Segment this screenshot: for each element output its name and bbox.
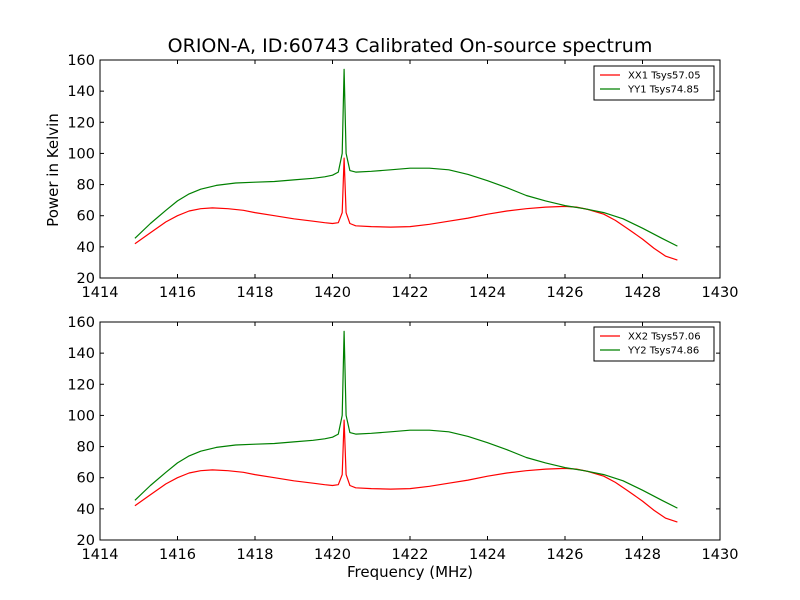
y-tick-label: 100 bbox=[67, 408, 95, 424]
x-tick-label: 1416 bbox=[159, 285, 196, 301]
x-axis-label: Frequency (MHz) bbox=[347, 563, 473, 581]
x-tick-label: 1416 bbox=[159, 547, 196, 563]
y-axis-label: Power in Kelvin bbox=[44, 113, 62, 227]
subplot-1: 1414 1416 1418 1420 1422 1424 1426 1428 1430 20 40… bbox=[67, 53, 738, 301]
legend-label: YY1 Tsys74.85 bbox=[627, 85, 699, 96]
x-tick-label: 1428 bbox=[624, 547, 661, 563]
legend-box bbox=[593, 65, 715, 101]
x-tick-label: 1420 bbox=[314, 285, 351, 301]
y-tick-label: 20 bbox=[77, 533, 95, 549]
x-tick-label: 1420 bbox=[314, 547, 351, 563]
y-tick-label: 40 bbox=[77, 502, 95, 518]
subplots: 1414 1416 1418 1420 1422 1424 1426 1428 1430 20 40… bbox=[67, 53, 738, 563]
x-tick-label: 1426 bbox=[547, 547, 584, 563]
x-tick-label: 1418 bbox=[237, 547, 274, 563]
y-tick-label: 140 bbox=[67, 84, 95, 100]
y-tick-label: 80 bbox=[77, 178, 95, 194]
y-tick-label: 120 bbox=[67, 377, 95, 393]
series-line-yy1 bbox=[134, 68, 678, 247]
y-tick-label: 160 bbox=[67, 53, 95, 69]
y-tick-label: 60 bbox=[77, 471, 95, 487]
y-tick-label: 120 bbox=[67, 115, 95, 131]
chart-title: ORION-A, ID:60743 Calibrated On-source s… bbox=[168, 35, 653, 57]
x-tick-label: 1418 bbox=[237, 285, 274, 301]
legend-label: YY2 Tsys74.86 bbox=[627, 346, 699, 357]
y-tick-label: 140 bbox=[67, 346, 95, 362]
x-tick-label: 1422 bbox=[392, 547, 429, 563]
y-tick-label: 100 bbox=[67, 146, 95, 162]
y-tick-label: 40 bbox=[77, 240, 95, 256]
x-tick-label: 1422 bbox=[392, 285, 429, 301]
x-tick-label: 1426 bbox=[547, 285, 584, 301]
x-tick-label: 1430 bbox=[702, 285, 739, 301]
x-tick-label: 1414 bbox=[82, 547, 119, 563]
y-tick-label: 80 bbox=[77, 440, 95, 456]
x-tick-label: 1424 bbox=[469, 547, 506, 563]
legend-label: XX1 Tsys57.05 bbox=[628, 71, 701, 82]
legend: XX1 Tsys57.05 YY1 Tsys74.85 bbox=[593, 65, 715, 101]
x-tick-label: 1424 bbox=[469, 285, 506, 301]
subplot-2: 1414 1416 1418 1420 1422 1424 1426 1428 1430 20 40… bbox=[67, 315, 738, 563]
legend-label: XX2 Tsys57.06 bbox=[628, 332, 701, 343]
x-tick-label: 1430 bbox=[702, 547, 739, 563]
legend: XX2 Tsys57.06 YY2 Tsys74.86 bbox=[593, 326, 715, 362]
legend-box bbox=[593, 326, 715, 362]
x-tick-label: 1414 bbox=[82, 285, 119, 301]
y-tick-label: 160 bbox=[67, 315, 95, 331]
series-line-yy2 bbox=[134, 330, 678, 509]
x-tick-label: 1428 bbox=[624, 285, 661, 301]
y-tick-label: 60 bbox=[77, 209, 95, 225]
y-tick-label: 20 bbox=[77, 271, 95, 287]
